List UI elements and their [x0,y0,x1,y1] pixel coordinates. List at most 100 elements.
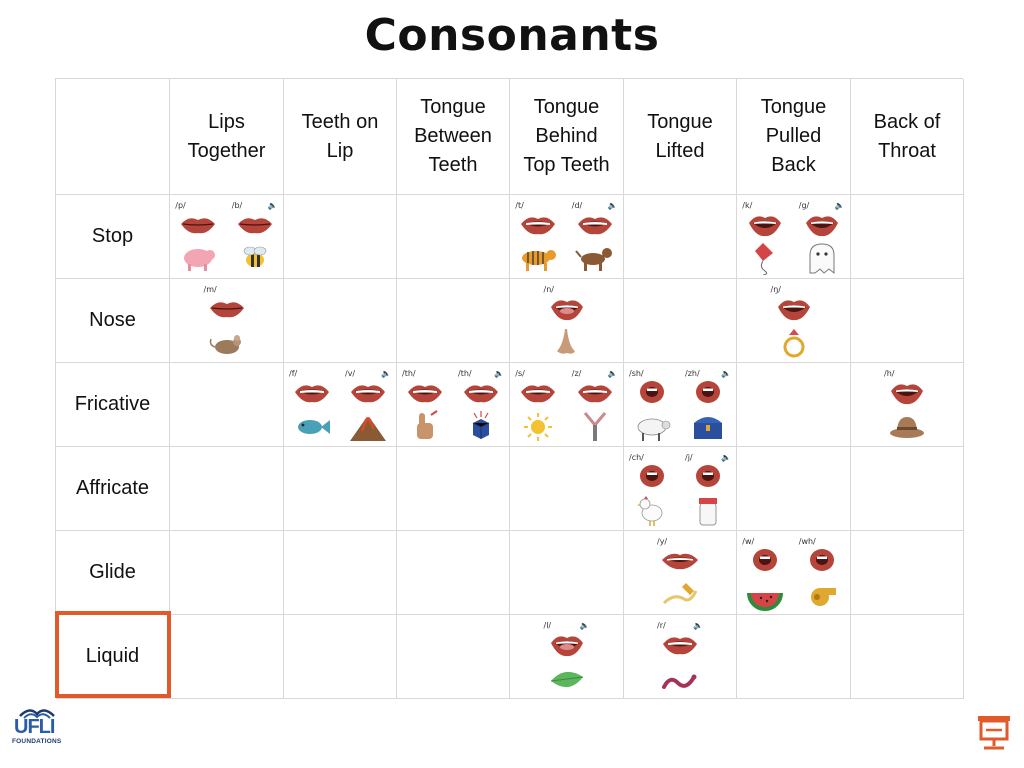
speaker-icon[interactable]: 🔈 [834,201,845,210]
speaker-icon[interactable]: 🔈 [693,621,703,630]
cell-liquid-between [397,615,510,699]
speaker-icon[interactable]: 🔈 [721,453,731,462]
mouth-icon [775,295,813,321]
phoneme-card[interactable]: /m/ [202,285,252,362]
jar-icon [688,493,728,527]
cell-glide-lips [170,531,284,615]
mouth-icon [548,631,586,657]
phoneme-group: /k/ /g/ 🔈 [737,195,850,278]
col-header-back-of-throat: Back of Throat [851,79,964,195]
phoneme-card[interactable]: /h/ [882,369,932,446]
mouth-icon [576,211,614,237]
cell-aff-between [397,447,510,531]
logo-subtitle: FOUNDATIONS [12,738,62,745]
phoneme-card[interactable]: /d/ 🔈 [570,201,620,278]
pig-icon [178,241,218,275]
cell-stop-behind: /t/ /d/ 🔈 [510,195,624,279]
presentation-icon[interactable] [976,713,1012,753]
cell-fric-behind: /s/ /z/ 🔈 [510,363,624,447]
phoneme-label: /k/ [742,201,753,210]
phoneme-card[interactable]: /th/ 🔈 [456,369,506,446]
speaker-icon[interactable]: 🔈 [607,201,618,210]
mouth-icon [349,379,387,405]
phoneme-card[interactable]: /z/ 🔈 [570,369,620,446]
speaker-icon[interactable]: 🔈 [721,369,731,378]
cell-liquid-throat [851,615,964,699]
cell-aff-lips [170,447,284,531]
treasure-icon [688,409,728,443]
phoneme-card[interactable]: /p/ [173,201,223,278]
mouth-icon [661,547,699,573]
mouth-icon [236,211,274,237]
phoneme-card[interactable]: /r/ 🔈 [655,621,705,698]
phoneme-label: /f/ [289,369,298,378]
phoneme-card[interactable]: /y/ [655,537,705,614]
kite-icon [745,241,785,276]
phoneme-card[interactable]: /ch/ [627,453,677,530]
phoneme-label: /s/ [515,369,525,378]
phoneme-card[interactable]: /j/ 🔈 [683,453,733,530]
hat-icon [887,409,927,443]
phoneme-card[interactable]: /g/ 🔈 [797,201,847,278]
cell-nose-teeth [284,279,397,363]
col-header-teeth-on-lip: Teeth on Lip [284,79,397,195]
mouth-icon [633,379,671,405]
cell-glide-behind [510,531,624,615]
phoneme-group: /t/ /d/ 🔈 [510,195,623,278]
phoneme-label: /ch/ [629,453,644,462]
mouth-icon [888,379,926,405]
cell-nose-lips: /m/ [170,279,284,363]
phoneme-card[interactable]: /sh/ [627,369,677,446]
mouth-icon [689,379,727,405]
phoneme-label: /v/ [345,369,356,378]
cell-aff-teeth [284,447,397,531]
mouth-icon [293,379,331,405]
cell-glide-lifted: /y/ [624,531,737,615]
cell-stop-throat [851,195,964,279]
row-label-nose: Nose [56,279,170,363]
cell-fric-between: /th/ /th/ 🔈 [397,363,510,447]
phoneme-card[interactable]: /f/ [287,369,337,446]
book-icon [19,709,55,719]
phoneme-card[interactable]: /w/ [740,537,790,614]
phoneme-group: /p/ /b/ 🔈 [170,195,283,278]
phoneme-card[interactable]: /b/ 🔈 [230,201,280,278]
yarn-icon [660,577,700,611]
mouth-icon [803,211,841,237]
phoneme-group: /n/ [510,279,623,362]
phoneme-card[interactable]: /wh/ [797,537,847,614]
col-header-tongue-lifted: Tongue Lifted [624,79,737,195]
phoneme-card[interactable]: /zh/ 🔈 [683,369,733,446]
phoneme-label: /wh/ [798,537,816,546]
mouth-icon [462,379,500,405]
watermelon-icon [745,577,785,611]
phoneme-card[interactable]: /t/ [513,201,563,278]
cell-nose-pulled: /ŋ/ [737,279,851,363]
cell-glide-teeth [284,531,397,615]
cell-nose-lifted [624,279,737,363]
sheep-icon [632,409,672,443]
phoneme-card[interactable]: /k/ [740,201,790,278]
thumb-icon [405,409,445,443]
phoneme-card[interactable]: /l/ 🔈 [542,621,592,698]
cell-nose-throat [851,279,964,363]
phoneme-label: /b/ [231,201,243,210]
mouth-icon [689,463,727,489]
zipper-icon [575,409,615,443]
phoneme-label: /d/ [571,201,583,210]
speaker-icon[interactable]: 🔈 [381,369,391,378]
speaker-icon[interactable]: 🔈 [579,621,590,630]
phoneme-card[interactable]: /ŋ/ [769,285,819,362]
phoneme-card[interactable]: /th/ [400,369,450,446]
mouth-icon [803,547,841,573]
phoneme-label: /h/ [884,369,895,378]
ring-icon [774,325,814,359]
phoneme-card[interactable]: /v/ 🔈 [343,369,393,446]
phoneme-card[interactable]: /s/ [513,369,563,446]
speaker-icon[interactable]: 🔈 [267,201,278,210]
speaker-icon[interactable]: 🔈 [494,369,504,378]
phoneme-card[interactable]: /n/ [542,285,592,362]
sun-icon [518,409,558,443]
row-label-glide: Glide [56,531,170,615]
speaker-icon[interactable]: 🔈 [607,369,618,378]
